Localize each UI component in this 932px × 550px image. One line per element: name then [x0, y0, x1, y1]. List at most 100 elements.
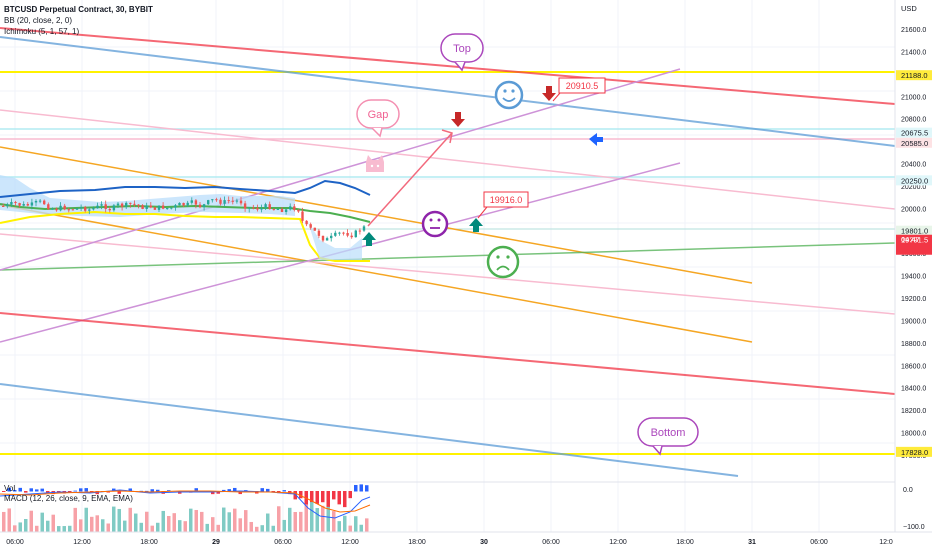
volume-bar [7, 508, 11, 532]
svg-text:20675.5: 20675.5 [901, 129, 928, 138]
callout-top[interactable]: Top [440, 33, 484, 72]
volume-bar [365, 518, 369, 532]
candle [276, 207, 280, 211]
trendline-green[interactable] [0, 242, 896, 271]
price-badge-1[interactable]: 20675.5 [896, 127, 932, 138]
candle [194, 198, 198, 209]
time-tick-10: 18:00 [676, 539, 694, 546]
candle [55, 207, 58, 212]
macd-bar [35, 489, 39, 492]
happy-face-icon[interactable] [494, 80, 524, 110]
candle [67, 207, 70, 213]
candlesticks [2, 196, 366, 243]
price-badge-2[interactable]: 20585.0 [896, 137, 932, 148]
sell-arrow-icon[interactable] [542, 86, 556, 101]
buy-arrow-icon[interactable] [362, 232, 376, 246]
candle [47, 202, 50, 211]
candle [256, 204, 259, 212]
macd-bar [216, 491, 220, 494]
sell-arrow-icon[interactable] [451, 112, 465, 127]
candle [354, 229, 357, 238]
candle [133, 200, 136, 207]
price-tick-4: 20800.0 [901, 117, 926, 124]
trendline-purple-upper[interactable] [0, 68, 681, 271]
trendline-red-upper[interactable] [0, 27, 896, 105]
price-badge-5[interactable]: 19791.5 [896, 234, 932, 255]
volume-bar [321, 505, 325, 532]
macd-bar [365, 485, 369, 492]
time-tick-12: 06:00 [810, 539, 828, 546]
price-tick-7: 20200.0 [901, 184, 926, 191]
macd-bar [112, 488, 116, 492]
sad-face-icon[interactable] [486, 245, 520, 279]
callout-gap[interactable]: Gap [356, 99, 400, 138]
candle [301, 207, 304, 224]
macd-bar [73, 490, 77, 492]
macd-bar [343, 491, 347, 508]
candle [10, 198, 13, 207]
macd-bar [13, 489, 17, 492]
bb-legend[interactable]: BB (20, close, 2, 0) [4, 16, 73, 25]
trendline-blue-upper[interactable] [0, 36, 896, 147]
vol-legend[interactable]: Vol [4, 484, 16, 493]
svg-text:20910.5: 20910.5 [566, 81, 599, 91]
svg-text:Gap: Gap [368, 109, 389, 121]
candle [297, 209, 300, 213]
volume-bar [194, 509, 198, 532]
trendline-orange-2[interactable] [0, 204, 753, 343]
candle [305, 220, 308, 227]
trendline-orange-1[interactable] [0, 146, 753, 284]
volume-bar [156, 522, 160, 532]
macd-bar [29, 488, 33, 492]
time-tick-0: 06:00 [6, 539, 24, 546]
volume-bar [233, 508, 237, 532]
candle [325, 236, 329, 241]
volume-bar [216, 524, 220, 532]
neutral-face-icon[interactable] [421, 210, 449, 238]
candle [34, 199, 38, 207]
trendline-pink-1[interactable] [0, 109, 896, 210]
volume-bar [106, 523, 110, 532]
price-badge-6[interactable]: 17828.0 [896, 446, 932, 457]
left-arrow-icon[interactable] [589, 133, 603, 146]
macd-bar [332, 491, 336, 500]
volume-bar [18, 522, 22, 532]
symbol-legend[interactable]: BTCUSD Perpetual Contract, 30, BYBIT BB … [4, 4, 153, 37]
cat-face-icon[interactable] [366, 155, 384, 172]
price-axis[interactable] [895, 0, 932, 532]
price-label-high[interactable]: 20910.5 [552, 77, 606, 102]
candle [129, 202, 132, 208]
volume-bar [161, 510, 165, 532]
buy-arrow-icon[interactable] [469, 218, 483, 232]
trendline-blue-lower[interactable] [0, 383, 739, 477]
price-badge-0[interactable]: 21188.0 [896, 70, 932, 81]
time-axis[interactable] [0, 532, 932, 550]
macd-legend[interactable]: MACD (12, 26, close, 9, EMA, EMA) [4, 494, 133, 503]
price-tick-16: 18400.0 [901, 386, 926, 393]
ichimoku-legend[interactable]: Ichimoku (5, 1, 57, 1) [4, 27, 80, 36]
candle [166, 207, 169, 210]
volume-bar [123, 520, 127, 532]
price-badge-4[interactable]: 19801.0 [896, 225, 932, 236]
trendline-red-lower[interactable] [0, 312, 896, 395]
price-tick-11: 19400.0 [901, 274, 926, 281]
macd-bar [150, 489, 154, 492]
volume-bar [40, 512, 44, 532]
price-badge-3[interactable]: 20250.0 [896, 175, 932, 186]
candle [14, 200, 17, 207]
candle [125, 201, 128, 210]
price-label-mid[interactable]: 19916.0 [477, 191, 529, 219]
volume-bar [189, 508, 193, 532]
candle [157, 205, 161, 213]
callout-bottom[interactable]: Bottom [637, 417, 699, 456]
projection-path[interactable] [367, 129, 453, 227]
volume-bar [222, 507, 226, 532]
macd-tick-1: −100.0 [903, 524, 925, 531]
macd-bar [260, 488, 264, 492]
volume-bar [205, 523, 209, 532]
price-tick-15: 18600.0 [901, 363, 926, 370]
trendline-pink-2[interactable] [0, 233, 896, 315]
macd-bar [233, 487, 237, 492]
